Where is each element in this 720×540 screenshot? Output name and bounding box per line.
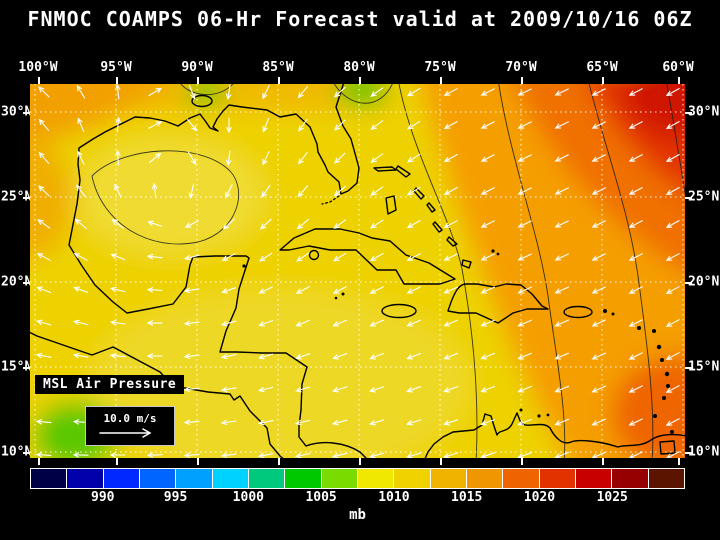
axis-tick bbox=[602, 77, 604, 84]
axis-tick bbox=[23, 452, 30, 454]
axis-tick bbox=[440, 458, 442, 465]
axis-tick bbox=[278, 458, 280, 465]
colorbar-cell bbox=[212, 469, 248, 488]
map-area: MSL Air Pressure 10.0 m/s bbox=[0, 52, 720, 488]
axis-tick bbox=[278, 77, 280, 84]
lon-label: 80°W bbox=[343, 60, 375, 75]
axis-tick bbox=[23, 367, 30, 369]
page-title: FNMOC COAMPS 06-Hr Forecast valid at 200… bbox=[27, 7, 693, 31]
axis-tick bbox=[521, 77, 523, 84]
lon-label: 75°W bbox=[424, 60, 456, 75]
pressure-color-field bbox=[0, 52, 720, 488]
colorbar-cell bbox=[466, 469, 503, 488]
field-label: MSL Air Pressure bbox=[35, 375, 185, 394]
colorbar-tick-label: 990 bbox=[91, 490, 115, 505]
colorbar-tick-label: 1025 bbox=[596, 490, 628, 505]
axis-tick bbox=[685, 197, 692, 199]
colorbar-cell bbox=[503, 469, 539, 488]
axis-tick bbox=[685, 452, 692, 454]
axis-tick bbox=[602, 458, 604, 465]
colorbar-tick-label: 1015 bbox=[451, 490, 483, 505]
axis-tick bbox=[685, 112, 692, 114]
colorbar-cell bbox=[357, 469, 394, 488]
colorbar-cell bbox=[31, 469, 67, 488]
colorbar-cell bbox=[539, 469, 575, 488]
lat-label: 30°N bbox=[688, 104, 720, 120]
axis-tick bbox=[23, 197, 30, 199]
axis-tick bbox=[23, 282, 30, 284]
lat-label: 25°N bbox=[1, 189, 33, 205]
colorbar-tick-label: 995 bbox=[163, 490, 188, 505]
colorbar-cell bbox=[612, 469, 648, 488]
lon-label: 60°W bbox=[662, 60, 694, 75]
axis-tick bbox=[678, 77, 680, 84]
colorbar-cell bbox=[430, 469, 466, 488]
axis-tick bbox=[38, 77, 40, 84]
axis-tick bbox=[116, 77, 118, 84]
axis-tick bbox=[678, 458, 680, 465]
lon-label: 65°W bbox=[586, 60, 618, 75]
axis-tick bbox=[521, 458, 523, 465]
axis-tick bbox=[440, 77, 442, 84]
isobar-contours bbox=[91, 78, 687, 463]
axis-tick bbox=[116, 458, 118, 465]
axis-tick bbox=[359, 458, 361, 465]
lat-label: 25°N bbox=[688, 189, 720, 205]
colorbar-cell bbox=[248, 469, 285, 488]
lat-label: 10°N bbox=[1, 444, 33, 460]
colorbar-cell bbox=[575, 469, 612, 488]
lat-label: 20°N bbox=[688, 274, 720, 290]
colorbar-cell bbox=[176, 469, 212, 488]
coastlines bbox=[26, 81, 689, 462]
wind-vector-field bbox=[35, 83, 680, 459]
axis-tick bbox=[685, 367, 692, 369]
colorbar-cell bbox=[67, 469, 103, 488]
lon-label: 95°W bbox=[100, 60, 132, 75]
lon-label: 90°W bbox=[181, 60, 213, 75]
colorbar-cell bbox=[139, 469, 176, 488]
colorbar-tick-label: 1005 bbox=[305, 490, 337, 505]
lat-label: 15°N bbox=[1, 359, 33, 375]
wind-scale-arrow-icon bbox=[99, 428, 152, 438]
colorbar-tick-label: 1000 bbox=[232, 490, 264, 505]
colorbar-cell bbox=[394, 469, 430, 488]
colorbar-tick-label: 1010 bbox=[378, 490, 410, 505]
colorbar bbox=[30, 468, 685, 489]
axis-tick bbox=[23, 112, 30, 114]
lon-label: 70°W bbox=[505, 60, 537, 75]
axis-tick bbox=[38, 458, 40, 465]
lon-label: 100°W bbox=[18, 60, 58, 75]
axis-tick bbox=[685, 282, 692, 284]
small-island-dots bbox=[242, 249, 674, 434]
lat-label: 20°N bbox=[1, 274, 33, 290]
colorbar-cell bbox=[285, 469, 321, 488]
pressure-map-svg bbox=[0, 52, 720, 488]
lat-label: 10°N bbox=[688, 444, 720, 460]
axis-tick bbox=[197, 458, 199, 465]
lat-label: 15°N bbox=[688, 359, 720, 375]
colorbar-unit-label: mb bbox=[349, 507, 366, 523]
wind-scale-label: 10.0 m/s bbox=[103, 412, 157, 425]
colorbar-tick-label: 1020 bbox=[523, 490, 556, 505]
colorbar-cell bbox=[103, 469, 139, 488]
colorbar-cell bbox=[648, 469, 684, 488]
wind-scale-box: 10.0 m/s bbox=[85, 406, 175, 446]
lon-label: 85°W bbox=[262, 60, 294, 75]
axis-tick bbox=[197, 77, 199, 84]
lat-label: 30°N bbox=[1, 104, 33, 120]
colorbar-cell bbox=[321, 469, 357, 488]
axis-tick bbox=[359, 77, 361, 84]
